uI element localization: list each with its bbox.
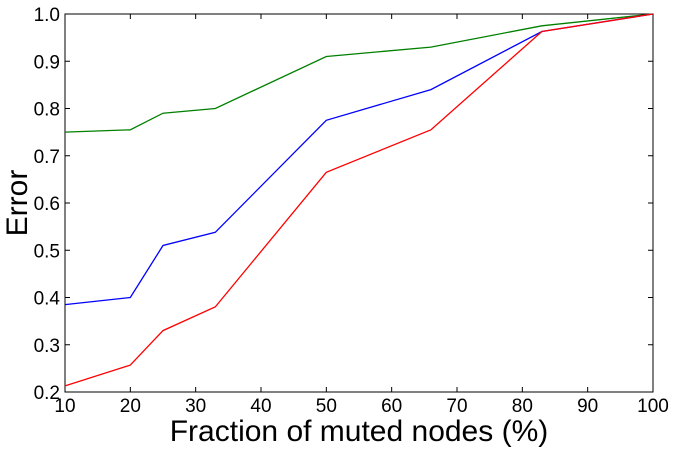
tick-labels: 10 20 30 40 50 60 70 80 90 100 0.2 0.3 0.4 0.5 0.6 0.7 0… [34,5,669,417]
x-tick-label: 10 [54,396,75,417]
series-line-0 [64,13,654,133]
y-axis-title: Error [1,170,34,237]
x-tick-label: 50 [316,396,337,417]
x-tick-label: 40 [250,396,271,417]
x-tick-label: 70 [446,396,467,417]
series-line-1 [64,13,654,306]
x-tick-label: 20 [120,396,141,417]
y-tick-label: 0.9 [34,52,60,73]
x-tick-label: 60 [381,396,402,417]
x-tick-label: 80 [512,396,533,417]
y-tick-label: 0.6 [34,194,60,215]
y-tick-label: 1.0 [34,5,60,26]
y-tick-label: 0.4 [34,289,61,310]
y-tick-label: 0.7 [34,147,60,168]
x-axis-title: Fraction of muted nodes (%) [170,415,549,448]
plot-area [64,13,654,393]
y-tick-label: 0.8 [34,100,60,121]
series-line-2 [64,13,654,387]
series-lines [64,13,654,387]
y-tick-label: 0.3 [34,336,60,357]
x-tick-label: 30 [185,396,206,417]
y-tick-label: 0.5 [34,241,60,262]
x-tick-label: 90 [577,396,598,417]
x-tick-label: 100 [637,396,669,417]
y-tick-label: 0.2 [34,383,60,404]
